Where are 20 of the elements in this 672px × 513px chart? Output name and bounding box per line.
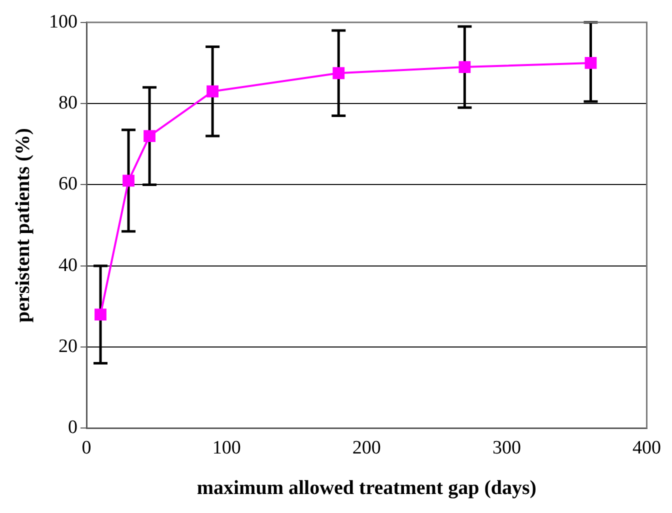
point [144,130,156,142]
x-tick-label: 200 [352,438,381,459]
y-tick-label: 60 [58,174,78,195]
point [94,308,106,321]
point [332,67,345,80]
x-tick-label: 100 [212,438,241,459]
x-axis-title: maximum allowed treatment gap (days) [196,477,536,500]
x-tick-label: 0 [82,438,92,459]
point [122,174,134,187]
y-tick-label: 0 [68,417,78,438]
point [206,85,219,98]
x-tick-label: 400 [632,438,661,459]
y-tick-label: 80 [58,92,78,114]
y-axis-title: persistent patients (%) [12,128,34,323]
y-tick-label: 20 [58,336,78,358]
point [584,57,597,69]
y-tick-label: 40 [58,254,78,276]
x-tick-label: 300 [492,438,521,459]
point [458,61,471,73]
y-tick-label: 100 [49,11,78,32]
